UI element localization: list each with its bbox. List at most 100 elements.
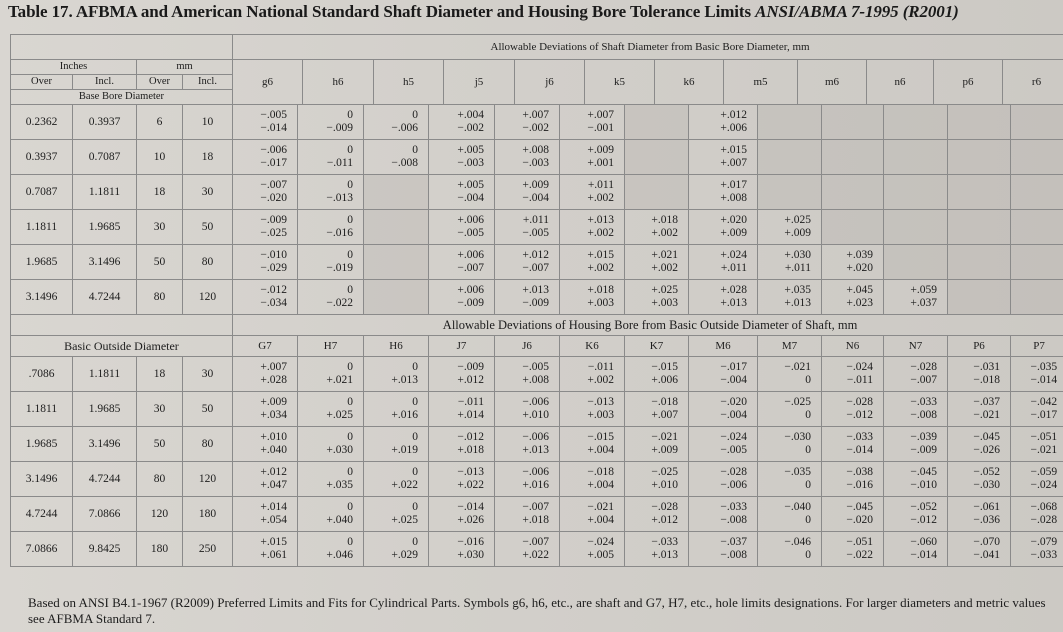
shaft-tolerance-cell-j6: +.007 −.002 bbox=[494, 104, 560, 140]
housing-tolerance-cell-N7: −.060 −.014 bbox=[883, 531, 948, 567]
lower-deviation: −.020 bbox=[260, 192, 287, 204]
shaft-in-over: 1.9685 bbox=[10, 244, 73, 280]
shaft-tolerance-cell-r6 bbox=[947, 244, 1011, 280]
lower-deviation: +.002 bbox=[651, 262, 678, 274]
housing-tolerance-cell-P7: −.068 −.028 bbox=[1009, 496, 1063, 532]
lower-deviation: −.034 bbox=[260, 297, 287, 309]
shaft-tolerance-cell-j5: +.006 −.005 bbox=[428, 209, 495, 245]
shaft-tolerance-cell-j5: +.004 −.002 bbox=[428, 104, 495, 140]
housing-tolerance-cell-P6: −.070 −.041 bbox=[947, 531, 1011, 567]
shaft-in-incl: 0.3937 bbox=[72, 104, 137, 140]
shaft-tolerance-cell-g6: −.005 −.014 bbox=[232, 104, 298, 140]
upper-deviation: +.024 bbox=[720, 249, 747, 261]
upper-deviation: +.025 bbox=[784, 214, 811, 226]
housing-tolerance-cell-N6: −.051 −.022 bbox=[821, 531, 884, 567]
inches-label: Inches bbox=[10, 59, 137, 75]
shaft-tolerance-cell-k6: +.025 +.003 bbox=[624, 279, 689, 315]
upper-deviation: 0 bbox=[347, 396, 353, 408]
lower-deviation: −.007 bbox=[457, 262, 484, 274]
shaft-tolerance-cell-r7 bbox=[1009, 104, 1063, 140]
housing-tolerance-cell-M6: −.020 −.004 bbox=[688, 391, 758, 427]
housing-in-over: 1.9685 bbox=[10, 426, 73, 462]
shaft-tolerance-cell-k5: +.015 +.002 bbox=[559, 244, 625, 280]
housing-tolerance-cell-M7: −.030 0 bbox=[757, 426, 822, 462]
housing-tolerance-cell-M6: −.033 −.008 bbox=[688, 496, 758, 532]
inches-over-label: Over bbox=[10, 74, 73, 90]
housing-tolerance-cell-N6: −.045 −.020 bbox=[821, 496, 884, 532]
shaft-tolerance-cell-p6 bbox=[883, 209, 948, 245]
upper-deviation: −.037 bbox=[973, 396, 1000, 408]
upper-deviation: −.011 bbox=[457, 396, 484, 408]
lower-deviation: −.019 bbox=[326, 262, 353, 274]
lower-deviation: 0 bbox=[805, 409, 811, 421]
shaft-in-over: 0.2362 bbox=[10, 104, 73, 140]
housing-tolerance-cell-H6: 0 +.022 bbox=[363, 461, 429, 497]
housing-tolerance-cell-M6: −.024 −.005 bbox=[688, 426, 758, 462]
lower-deviation: −.014 bbox=[260, 122, 287, 134]
shaft-tolerance-cell-r7 bbox=[1009, 139, 1063, 175]
housing-tolerance-cell-N7: −.033 −.008 bbox=[883, 391, 948, 427]
housing-tolerance-cell-H6: 0 +.029 bbox=[363, 531, 429, 567]
housing-in-incl: 4.7244 bbox=[72, 461, 137, 497]
housing-tolerance-cell-K7: −.025 +.010 bbox=[624, 461, 689, 497]
lower-deviation: −.004 bbox=[720, 374, 747, 386]
lower-deviation: +.025 bbox=[326, 409, 353, 421]
shaft-mm-incl: 10 bbox=[182, 104, 233, 140]
housing-in-over: 7.0866 bbox=[10, 531, 73, 567]
upper-deviation: −.014 bbox=[457, 501, 484, 513]
lower-deviation: +.018 bbox=[457, 444, 484, 456]
shaft-tolerance-cell-j5: +.006 −.007 bbox=[428, 244, 495, 280]
shaft-mm-incl: 18 bbox=[182, 139, 233, 175]
shaft-tolerance-cell-r7 bbox=[1009, 209, 1063, 245]
upper-deviation: +.005 bbox=[457, 179, 484, 191]
upper-deviation: +.014 bbox=[260, 501, 287, 513]
housing-tolerance-cell-K6: −.018 +.004 bbox=[559, 461, 625, 497]
shaft-tolerance-cell-m5: +.020 +.009 bbox=[688, 209, 758, 245]
housing-mm-incl: 30 bbox=[182, 356, 233, 392]
upper-deviation: −.028 bbox=[720, 466, 747, 478]
lower-deviation: +.013 bbox=[522, 444, 549, 456]
shaft-tolerance-cell-k5: +.018 +.003 bbox=[559, 279, 625, 315]
upper-deviation: +.007 bbox=[587, 109, 614, 121]
upper-deviation: −.005 bbox=[260, 109, 287, 121]
housing-tolerance-cell-J6: −.006 +.010 bbox=[494, 391, 560, 427]
lower-deviation: +.004 bbox=[587, 444, 614, 456]
lower-deviation: −.036 bbox=[973, 514, 1000, 526]
housing-column-header-H7: H7 bbox=[297, 335, 364, 357]
lower-deviation: −.012 bbox=[910, 514, 937, 526]
upper-deviation: +.045 bbox=[846, 284, 873, 296]
lower-deviation: +.008 bbox=[522, 374, 549, 386]
shaft-in-over: 0.3937 bbox=[10, 139, 73, 175]
upper-deviation: −.021 bbox=[651, 431, 678, 443]
housing-mm-incl: 180 bbox=[182, 496, 233, 532]
housing-tolerance-cell-H7: 0 +.035 bbox=[297, 461, 364, 497]
housing-tolerance-cell-H7: 0 +.046 bbox=[297, 531, 364, 567]
upper-deviation: +.006 bbox=[457, 284, 484, 296]
housing-tolerance-cell-G7: +.014 +.054 bbox=[232, 496, 298, 532]
lower-deviation: −.008 bbox=[720, 514, 747, 526]
shaft-section-title: Allowable Deviations of Shaft Diameter f… bbox=[231, 34, 1063, 60]
housing-tolerance-cell-N6: −.038 −.016 bbox=[821, 461, 884, 497]
housing-tolerance-cell-G7: +.009 +.034 bbox=[232, 391, 298, 427]
shaft-in-over: 1.1811 bbox=[10, 209, 73, 245]
housing-row: 1.1811 1.9685 30 50 +.009 +.034 0 +.025 0 +.016 −.… bbox=[10, 391, 1063, 427]
shaft-tolerance-cell-j6: +.011 −.005 bbox=[494, 209, 560, 245]
upper-deviation: −.061 bbox=[973, 501, 1000, 513]
housing-row: 3.1496 4.7244 80 120 +.012 +.047 0 +.035 0 +.022−… bbox=[10, 461, 1063, 497]
lower-deviation: +.061 bbox=[260, 549, 287, 561]
housing-tolerance-cell-P6: −.037 −.021 bbox=[947, 391, 1011, 427]
housing-tolerance-cell-K7: −.018 +.007 bbox=[624, 391, 689, 427]
lower-deviation: −.010 bbox=[910, 479, 937, 491]
upper-deviation: −.040 bbox=[784, 501, 811, 513]
housing-mm-incl: 120 bbox=[182, 461, 233, 497]
lower-deviation: +.028 bbox=[260, 374, 287, 386]
housing-tolerance-cell-H7: 0 +.025 bbox=[297, 391, 364, 427]
housing-tolerance-cell-P7: −.079 −.033 bbox=[1009, 531, 1063, 567]
mm-over-label: Over bbox=[136, 74, 183, 90]
lower-deviation: −.008 bbox=[391, 157, 418, 169]
lower-deviation: +.016 bbox=[391, 409, 418, 421]
shaft-tolerance-cell-m6: +.030 +.011 bbox=[757, 244, 822, 280]
housing-tolerance-cell-M6: −.017 −.004 bbox=[688, 356, 758, 392]
upper-deviation: +.011 bbox=[522, 214, 549, 226]
lower-deviation: +.006 bbox=[720, 122, 747, 134]
